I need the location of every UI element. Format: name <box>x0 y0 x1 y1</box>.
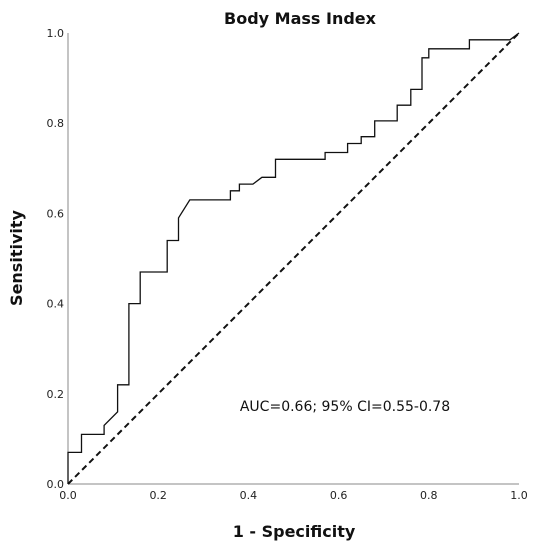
y-tick-label: 0.6 <box>47 207 65 220</box>
x-tick-label: 0.0 <box>59 489 77 502</box>
y-tick-label: 1.0 <box>47 27 65 40</box>
x-tick-label: 0.4 <box>240 489 258 502</box>
axes <box>67 33 519 485</box>
x-tick-label: 0.2 <box>149 489 167 502</box>
x-axis-label: 1 - Specificity <box>233 522 356 541</box>
y-tick-label: 0.0 <box>47 478 65 491</box>
x-tick-label: 0.8 <box>420 489 438 502</box>
roc-curve-line <box>67 32 520 484</box>
reference-diagonal-line <box>67 32 520 485</box>
x-tick-label: 1.0 <box>510 489 528 502</box>
auc-annotation: AUC=0.66; 95% CI=0.55-0.78 <box>240 399 450 415</box>
y-tick-label: 0.2 <box>47 388 65 401</box>
y-tick-label: 0.4 <box>47 298 65 311</box>
tick-labels: 0.0 0.2 0.4 0.6 0.8 1.0 0.0 0.2 0.4 0.6 0.8 1.0 <box>47 27 528 502</box>
x-tick-label: 0.6 <box>330 489 348 502</box>
y-tick-label: 0.8 <box>47 117 65 130</box>
y-axis-label: Sensitivity <box>7 209 26 305</box>
chart-title: Body Mass Index <box>224 9 377 28</box>
